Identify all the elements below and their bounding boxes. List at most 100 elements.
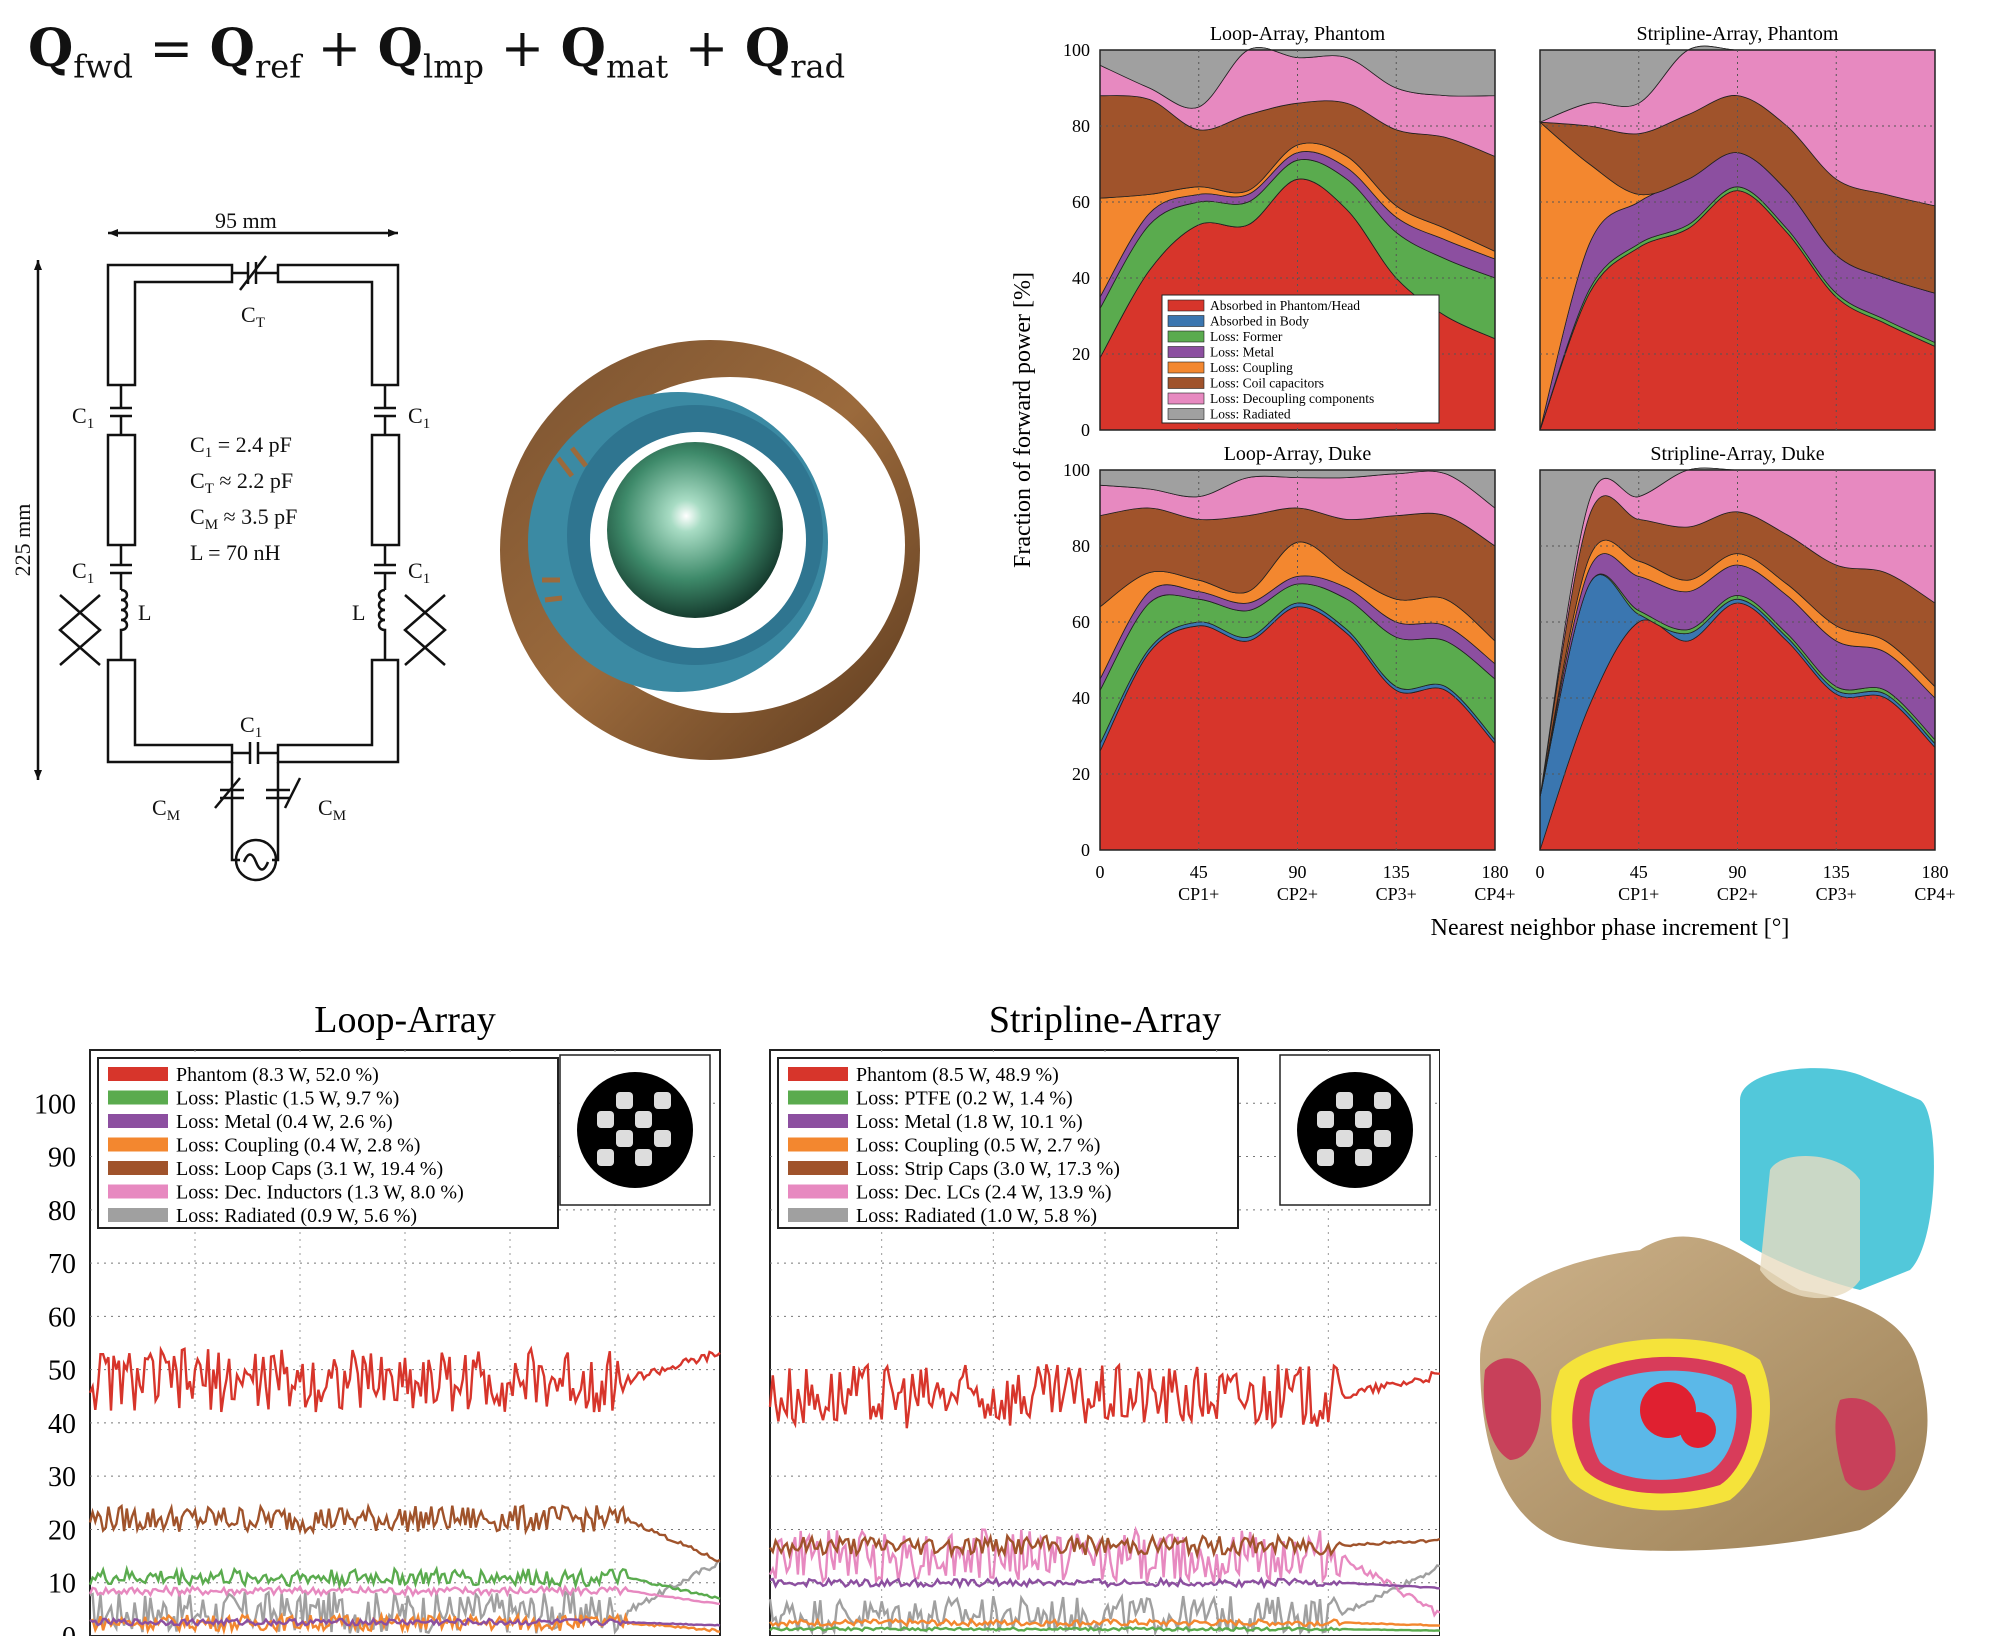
body-model-3d-rendering <box>1480 1068 1934 1551</box>
y-tick-label: 20 <box>1072 344 1090 364</box>
legend-swatch <box>1167 408 1205 420</box>
x-tick-label: 90 <box>1729 862 1747 882</box>
y-tick-label: 10 <box>48 1569 76 1600</box>
legend-label: Loss: Strip Caps (3.0 W, 17.3 %) <box>856 1158 1120 1180</box>
inductor-label-right: L <box>352 600 365 625</box>
legend-label: Loss: Loop Caps (3.1 W, 19.4 %) <box>176 1158 443 1180</box>
area-panel-title: Stripline-Array, Duke <box>1650 443 1824 465</box>
x-tick-label: 45 <box>1190 862 1208 882</box>
legend-swatch <box>788 1208 848 1222</box>
x-tick-sublabel: CP2+ <box>1277 884 1318 904</box>
legend-swatch <box>1167 377 1205 389</box>
legend-swatch <box>788 1067 848 1081</box>
y-tick-label: 0 <box>1081 420 1090 440</box>
y-tick-label: 20 <box>1072 764 1090 784</box>
c1-label-right-lower: C1 <box>408 558 430 587</box>
legend-label: Loss: PTFE (0.2 W, 1.4 %) <box>856 1088 1073 1110</box>
l-value: L = 70 nH <box>190 540 281 565</box>
legend-label: Absorbed in Body <box>1210 314 1309 329</box>
eq-symbol: Q <box>377 18 423 79</box>
legend-swatch <box>108 1161 168 1175</box>
legend-label: Loss: Radiated (1.0 W, 5.8 %) <box>856 1205 1097 1227</box>
legend-swatch <box>108 1090 168 1105</box>
legend-label: Absorbed in Phantom/Head <box>1210 298 1360 313</box>
legend-swatch <box>108 1184 168 1199</box>
spherical-phantom <box>607 442 783 618</box>
legend-swatch <box>1167 346 1205 358</box>
x-tick-sublabel: CP3+ <box>1376 884 1417 904</box>
timeseries-line <box>88 1345 721 1413</box>
timeseries-line <box>769 1617 1440 1628</box>
x-tick-sublabel: CP4+ <box>1474 884 1515 904</box>
x-tick-label: 135 <box>1823 862 1850 882</box>
x-tick-label: 180 <box>1482 862 1509 882</box>
x-tick-sublabel: CP4+ <box>1914 884 1955 904</box>
ct-label: CT <box>241 302 265 331</box>
eq-symbol: Q <box>28 18 74 79</box>
timeseries-legend: Phantom (8.5 W, 48.9 %)Loss: PTFE (0.2 W… <box>777 1057 1239 1229</box>
legend-label: Loss: Plastic (1.5 W, 9.7 %) <box>176 1088 399 1110</box>
power-fraction-area-charts: Fraction of forward power [%] Nearest ne… <box>1010 23 1956 941</box>
eq-plus: + <box>684 19 729 79</box>
y-tick-label: 60 <box>1072 612 1090 632</box>
c1-value: C1 = 2.4 pF <box>190 432 292 461</box>
legend-swatch <box>788 1090 848 1105</box>
x-tick-label: 180 <box>1922 862 1949 882</box>
x-tick-sublabel: CP1+ <box>1178 884 1219 904</box>
legend-swatch <box>1167 392 1205 405</box>
eq-plus: + <box>500 19 545 79</box>
legend-label: Loss: Radiated (0.9 W, 5.6 %) <box>176 1205 417 1227</box>
y-tick-label: 90 <box>48 1143 76 1174</box>
c1-label-left-lower: C1 <box>72 558 94 587</box>
legend-swatch <box>788 1161 848 1175</box>
legend-swatch <box>788 1137 848 1152</box>
cm-value: CM ≈ 3.5 pF <box>190 504 297 533</box>
y-tick-label: 30 <box>48 1462 76 1493</box>
height-dimension-label: 225 mm <box>10 504 35 577</box>
coil-3d-rendering <box>500 340 920 760</box>
y-tick-label: 100 <box>1063 460 1090 480</box>
legend-label: Loss: Dec. Inductors (1.3 W, 8.0 %) <box>176 1182 464 1204</box>
timeseries-panel: Loop-Array 0 10 20 30 40 50 60 70 80 90 100 Phantom … <box>34 999 721 1636</box>
legend-label: Loss: Metal (1.8 W, 10.1 %) <box>856 1111 1083 1133</box>
loop-coil-circuit-diagram: 95 mm 225 mm CT C1 C1 C1 C1 C1 CM CM L L… <box>10 210 447 882</box>
eq-equals: = <box>149 19 194 79</box>
timeseries-line <box>769 1532 1440 1560</box>
array-layout-inset <box>1279 1054 1431 1206</box>
legend-swatch <box>788 1184 848 1199</box>
x-tick-label: 0 <box>1536 862 1545 882</box>
timeseries-line <box>769 1576 1440 1590</box>
y-tick-label: 40 <box>48 1409 76 1440</box>
legend-label: Phantom (8.3 W, 52.0 %) <box>176 1064 379 1086</box>
legend-label: Loss: Decoupling components <box>1210 391 1374 406</box>
legend-swatch <box>108 1208 168 1222</box>
timeseries-line <box>769 1625 1440 1633</box>
area-panel-title: Loop-Array, Duke <box>1224 443 1372 465</box>
legend-label: Loss: Radiated <box>1210 407 1291 422</box>
x-tick-label: 135 <box>1383 862 1410 882</box>
area-xlabel: Nearest neighbor phase increment [°] <box>1431 915 1790 941</box>
legend-label: Phantom (8.5 W, 48.9 %) <box>856 1064 1059 1086</box>
legend-label: Loss: Dec. LCs (2.4 W, 13.9 %) <box>856 1182 1112 1204</box>
x-tick-label: 90 <box>1289 862 1307 882</box>
y-tick-label: 40 <box>1072 268 1090 288</box>
x-tick-label: 45 <box>1630 862 1648 882</box>
power-balance-equation: Qfwd = Qref + Qlmp + Qmat + Qrad <box>28 18 845 85</box>
y-tick-label: 20 <box>48 1515 76 1546</box>
width-dimension-label: 95 mm <box>215 210 277 233</box>
y-tick-label: 100 <box>1063 40 1090 60</box>
timeseries-line <box>88 1502 721 1563</box>
eq-symbol: Q <box>744 18 791 79</box>
eq-subscript: fwd <box>73 47 134 86</box>
head-model <box>1760 1156 1860 1299</box>
legend-swatch <box>1167 361 1205 374</box>
y-tick-label: 40 <box>1072 688 1090 708</box>
power-timeseries-charts: Loop-Array 0 10 20 30 40 50 60 70 80 90 100 Phantom … <box>34 999 1440 1636</box>
c1-label-left-upper: C1 <box>72 403 94 432</box>
area-ylabel: Fraction of forward power [%] <box>1010 272 1036 568</box>
legend-swatch <box>108 1067 168 1081</box>
y-tick-label: 0 <box>1081 840 1090 860</box>
cm-label-right: CM <box>318 795 346 824</box>
eq-subscript: ref <box>254 47 302 86</box>
